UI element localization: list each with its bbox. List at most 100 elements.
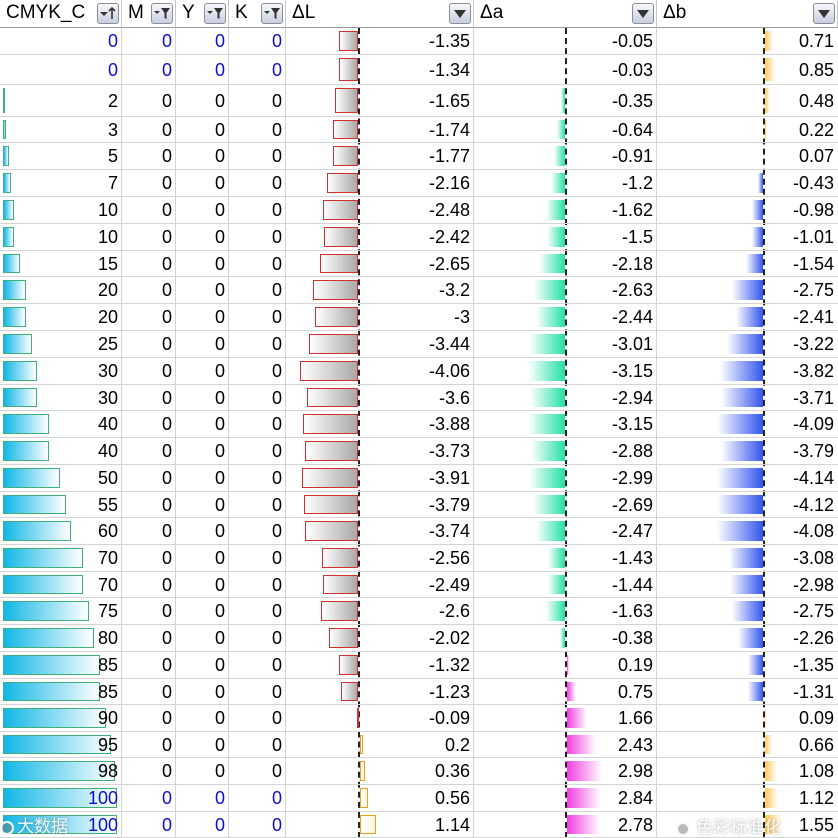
cell-da[interactable]: -0.91 xyxy=(611,146,653,166)
cell-c[interactable]: 70 xyxy=(97,548,118,568)
cell-da[interactable]: 2.43 xyxy=(617,734,653,755)
cell-m[interactable]: 0 xyxy=(161,708,172,728)
cell-y[interactable]: 0 xyxy=(214,414,225,434)
cell-da[interactable]: -3.15 xyxy=(611,414,653,434)
cell-c[interactable]: 98 xyxy=(97,761,118,781)
cell-k[interactable]: 0 xyxy=(271,59,282,80)
cell-k[interactable]: 0 xyxy=(271,334,282,354)
cell-dl[interactable]: -3.88 xyxy=(428,414,470,434)
cell-m[interactable]: 0 xyxy=(161,628,172,648)
cell-db[interactable]: -4.09 xyxy=(792,414,834,434)
cell-dl[interactable]: -4.06 xyxy=(428,361,470,381)
cell-m[interactable]: 0 xyxy=(161,441,172,461)
cell-y[interactable]: 0 xyxy=(214,31,225,51)
column-header-da[interactable]: Δa xyxy=(474,0,657,28)
cell-dl[interactable]: -3.74 xyxy=(428,521,470,541)
cell-k[interactable]: 0 xyxy=(271,441,282,461)
column-header-m[interactable]: M xyxy=(122,0,176,28)
cell-m[interactable]: 0 xyxy=(161,90,172,111)
cell-y[interactable]: 0 xyxy=(214,761,225,781)
cell-db[interactable]: 0.48 xyxy=(798,90,834,111)
cell-c[interactable]: 20 xyxy=(97,280,118,300)
cell-db[interactable]: -2.75 xyxy=(792,280,834,300)
cell-y[interactable]: 0 xyxy=(214,468,225,488)
cell-db[interactable]: 1.08 xyxy=(798,761,834,781)
cell-dl[interactable]: -2.6 xyxy=(438,601,470,621)
cell-m[interactable]: 0 xyxy=(161,761,172,781)
cell-db[interactable]: -1.31 xyxy=(792,681,834,702)
cell-y[interactable]: 0 xyxy=(214,548,225,568)
cell-da[interactable]: -1.44 xyxy=(611,574,653,595)
cell-dl[interactable]: -2.48 xyxy=(428,200,470,220)
column-header-db[interactable]: Δb xyxy=(657,0,838,28)
table-row[interactable]: 7 0 0 0 -2.16 -1.2 -0.43 xyxy=(0,170,838,197)
cell-da[interactable]: -2.69 xyxy=(611,494,653,515)
cell-c[interactable]: 100 xyxy=(87,814,118,835)
cell-c[interactable]: 7 xyxy=(107,173,118,193)
cell-m[interactable]: 0 xyxy=(161,253,172,274)
cell-da[interactable]: -0.03 xyxy=(611,59,653,80)
cell-m[interactable]: 0 xyxy=(161,494,172,515)
cell-dl[interactable]: -0.09 xyxy=(428,708,470,728)
cell-da[interactable]: -0.38 xyxy=(611,628,653,648)
cell-y[interactable]: 0 xyxy=(214,601,225,621)
cell-y[interactable]: 0 xyxy=(214,788,225,808)
table-row[interactable]: 80 0 0 0 -2.02 -0.38 -2.26 xyxy=(0,625,838,652)
cell-m[interactable]: 0 xyxy=(161,521,172,541)
cell-m[interactable]: 0 xyxy=(161,31,172,51)
cell-db[interactable]: 1.55 xyxy=(798,814,834,835)
cell-c[interactable]: 75 xyxy=(97,601,118,621)
cell-k[interactable]: 0 xyxy=(271,681,282,702)
cell-db[interactable]: -1.54 xyxy=(792,253,834,274)
cell-db[interactable]: -4.14 xyxy=(792,468,834,488)
cell-dl[interactable]: -2.56 xyxy=(428,548,470,568)
column-header-k[interactable]: K xyxy=(229,0,286,28)
cell-c[interactable]: 100 xyxy=(87,788,118,808)
table-row[interactable]: 10 0 0 0 -2.42 -1.5 -1.01 xyxy=(0,224,838,251)
cell-k[interactable]: 0 xyxy=(271,788,282,808)
cell-da[interactable]: 2.84 xyxy=(617,788,653,808)
cell-da[interactable]: 1.66 xyxy=(617,708,653,728)
cell-k[interactable]: 0 xyxy=(271,31,282,51)
cell-y[interactable]: 0 xyxy=(214,494,225,515)
cell-c[interactable]: 0 xyxy=(107,59,118,80)
table-row[interactable]: 75 0 0 0 -2.6 -1.63 -2.75 xyxy=(0,598,838,625)
cell-da[interactable]: -0.64 xyxy=(611,119,653,140)
cell-c[interactable]: 40 xyxy=(97,441,118,461)
cell-dl[interactable]: 1.14 xyxy=(434,814,470,835)
cell-m[interactable]: 0 xyxy=(161,307,172,327)
table-row[interactable]: 90 0 0 0 -0.09 1.66 0.09 xyxy=(0,705,838,732)
cell-da[interactable]: 0.19 xyxy=(617,655,653,675)
cell-db[interactable]: -0.98 xyxy=(792,200,834,220)
cell-m[interactable]: 0 xyxy=(161,227,172,247)
cell-dl[interactable]: -3 xyxy=(453,307,470,327)
table-row[interactable]: 98 0 0 0 0.36 2.98 1.08 xyxy=(0,758,838,785)
cell-dl[interactable]: -3.2 xyxy=(438,280,470,300)
cell-dl[interactable]: -3.6 xyxy=(438,387,470,408)
cell-c[interactable]: 3 xyxy=(107,119,118,140)
filter-funnel-icon[interactable] xyxy=(261,3,283,24)
cell-c[interactable]: 10 xyxy=(97,227,118,247)
cell-dl[interactable]: 0.36 xyxy=(434,761,470,781)
cell-db[interactable]: -2.41 xyxy=(792,307,834,327)
cell-dl[interactable]: -2.02 xyxy=(428,628,470,648)
cell-y[interactable]: 0 xyxy=(214,334,225,354)
cell-m[interactable]: 0 xyxy=(161,280,172,300)
cell-dl[interactable]: -2.49 xyxy=(428,574,470,595)
table-row[interactable]: 70 0 0 0 -2.56 -1.43 -3.08 xyxy=(0,545,838,572)
cell-y[interactable]: 0 xyxy=(214,173,225,193)
cell-k[interactable]: 0 xyxy=(271,734,282,755)
cell-c[interactable]: 60 xyxy=(97,521,118,541)
cell-k[interactable]: 0 xyxy=(271,521,282,541)
cell-k[interactable]: 0 xyxy=(271,253,282,274)
cell-dl[interactable]: -3.73 xyxy=(428,441,470,461)
cell-da[interactable]: -2.63 xyxy=(611,280,653,300)
cell-y[interactable]: 0 xyxy=(214,521,225,541)
cell-c[interactable]: 95 xyxy=(97,734,118,755)
cell-y[interactable]: 0 xyxy=(214,200,225,220)
cell-c[interactable]: 55 xyxy=(97,494,118,515)
cell-db[interactable]: 1.12 xyxy=(798,788,834,808)
cell-m[interactable]: 0 xyxy=(161,173,172,193)
cell-k[interactable]: 0 xyxy=(271,628,282,648)
cell-db[interactable]: -2.75 xyxy=(792,601,834,621)
